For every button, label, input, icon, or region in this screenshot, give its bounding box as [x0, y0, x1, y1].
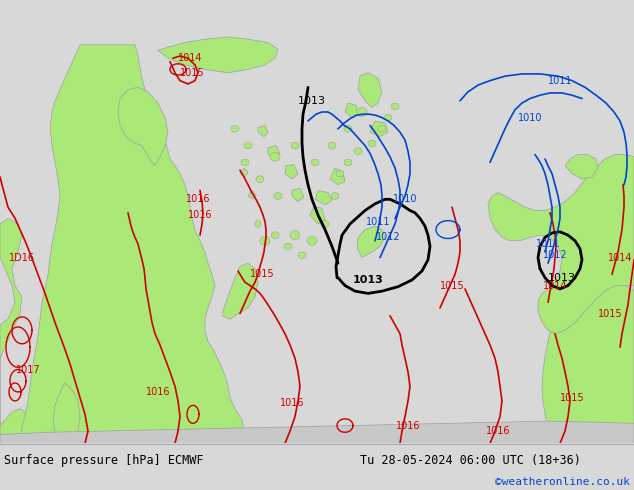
Text: 1011: 1011 [366, 217, 391, 227]
Ellipse shape [321, 220, 329, 227]
Polygon shape [330, 168, 345, 185]
Text: 1012: 1012 [376, 232, 400, 243]
Text: 1012: 1012 [543, 250, 567, 260]
Polygon shape [268, 146, 280, 159]
Ellipse shape [328, 142, 336, 149]
Text: 1015: 1015 [250, 270, 275, 279]
Ellipse shape [274, 193, 282, 199]
Text: ©weatheronline.co.uk: ©weatheronline.co.uk [495, 477, 630, 487]
Text: 1010: 1010 [518, 113, 542, 122]
Text: 1016: 1016 [146, 387, 171, 397]
Text: Tu 28-05-2024 06:00 UTC (18+36): Tu 28-05-2024 06:00 UTC (18+36) [360, 454, 581, 467]
Ellipse shape [354, 148, 362, 154]
Ellipse shape [291, 142, 299, 149]
Text: 1016: 1016 [486, 426, 510, 436]
Ellipse shape [344, 159, 352, 166]
Ellipse shape [255, 220, 261, 227]
Text: 1010: 1010 [392, 195, 417, 204]
Text: 1011: 1011 [548, 75, 573, 86]
Text: 1016: 1016 [396, 420, 420, 431]
Text: 1014: 1014 [608, 252, 632, 263]
Text: 1D16: 1D16 [9, 252, 35, 263]
Polygon shape [118, 87, 168, 166]
Polygon shape [248, 191, 256, 199]
Polygon shape [20, 45, 245, 443]
Text: 1015: 1015 [598, 309, 623, 318]
Text: 1017: 1017 [16, 365, 41, 374]
Polygon shape [0, 409, 32, 443]
Polygon shape [222, 263, 258, 319]
Ellipse shape [344, 125, 352, 132]
Ellipse shape [384, 114, 392, 121]
Ellipse shape [241, 159, 249, 166]
Polygon shape [258, 125, 268, 137]
Ellipse shape [260, 236, 270, 245]
Ellipse shape [311, 159, 319, 166]
Polygon shape [158, 37, 278, 73]
Ellipse shape [391, 103, 399, 110]
Ellipse shape [331, 193, 339, 199]
Polygon shape [0, 219, 22, 443]
Polygon shape [345, 103, 358, 118]
Ellipse shape [336, 170, 344, 177]
Polygon shape [358, 73, 382, 107]
Polygon shape [488, 154, 634, 334]
Ellipse shape [256, 176, 264, 183]
Text: 1014: 1014 [543, 281, 567, 291]
Polygon shape [310, 206, 325, 224]
Polygon shape [565, 154, 598, 179]
Text: 1015: 1015 [179, 68, 204, 78]
Text: 1016: 1016 [280, 398, 304, 408]
Ellipse shape [271, 232, 279, 239]
Text: 1015: 1015 [560, 392, 585, 403]
Text: 1014: 1014 [178, 53, 202, 63]
Ellipse shape [307, 236, 317, 245]
Ellipse shape [298, 252, 306, 259]
Text: Surface pressure [hPa] ECMWF: Surface pressure [hPa] ECMWF [4, 454, 204, 467]
Text: 1016: 1016 [186, 195, 210, 204]
Polygon shape [315, 191, 332, 205]
Ellipse shape [290, 231, 300, 240]
Text: 1013: 1013 [298, 96, 326, 106]
Text: 1013: 1013 [353, 275, 384, 285]
Polygon shape [292, 188, 304, 201]
Ellipse shape [284, 243, 292, 250]
Polygon shape [357, 226, 385, 258]
Ellipse shape [270, 152, 280, 161]
Ellipse shape [368, 140, 376, 147]
Text: 1015: 1015 [440, 281, 464, 291]
Ellipse shape [231, 125, 239, 132]
Polygon shape [430, 278, 634, 443]
Text: 1016: 1016 [188, 210, 212, 220]
Ellipse shape [378, 125, 386, 132]
Polygon shape [0, 421, 634, 443]
Polygon shape [53, 383, 80, 443]
Text: 1013: 1013 [548, 273, 576, 283]
Ellipse shape [357, 107, 367, 117]
Ellipse shape [244, 142, 252, 149]
Polygon shape [370, 121, 388, 137]
Polygon shape [285, 165, 298, 179]
Text: 1011: 1011 [536, 239, 560, 249]
Polygon shape [240, 168, 248, 177]
